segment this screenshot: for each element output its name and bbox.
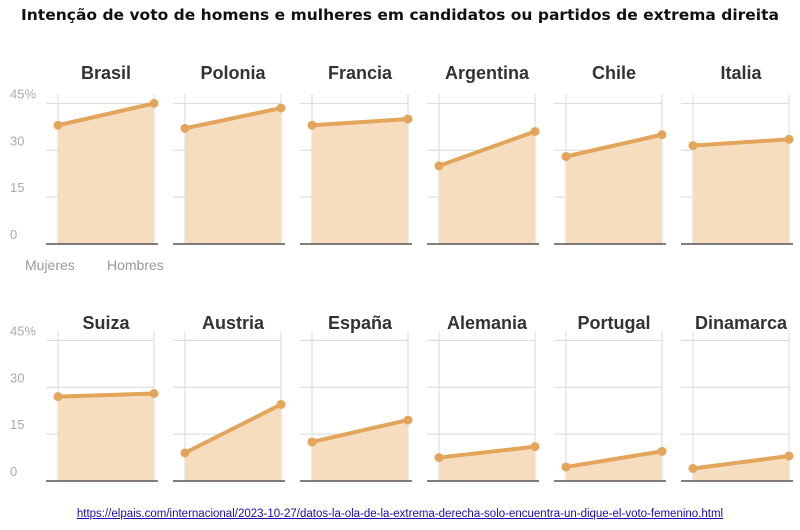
series-line	[564, 449, 664, 469]
y-tick-label: 45%	[10, 323, 36, 338]
y-tick-label: 30	[10, 133, 24, 148]
y-tick-label: 15	[10, 417, 24, 432]
area-fill	[312, 420, 408, 481]
series-line	[56, 101, 156, 128]
series-line	[691, 454, 791, 471]
panel-title: Francia	[328, 63, 393, 83]
point-mujeres	[434, 453, 444, 463]
area-fill	[693, 139, 789, 244]
area-fill	[566, 451, 662, 481]
area-fill	[58, 393, 154, 481]
panel-title: Austria	[202, 313, 265, 333]
panel-title: Brasil	[81, 63, 131, 83]
point-mujeres	[561, 152, 571, 161]
series-line	[56, 391, 156, 399]
point-hombres	[403, 415, 413, 425]
x-category-label: Mujeres	[25, 257, 75, 273]
point-mujeres	[561, 462, 571, 472]
panel-title: Chile	[592, 63, 636, 83]
point-mujeres	[53, 392, 63, 402]
y-tick-label: 0	[10, 464, 17, 479]
panel-title: Dinamarca	[695, 313, 788, 333]
area-fill	[439, 131, 535, 244]
point-mujeres	[307, 120, 317, 130]
point-hombres	[530, 127, 540, 136]
panel-title: Alemania	[447, 313, 528, 333]
point-hombres	[784, 451, 794, 461]
point-hombres	[149, 98, 159, 108]
area-fill	[185, 108, 281, 244]
point-mujeres	[434, 161, 444, 171]
panel-title: Suiza	[82, 313, 130, 333]
y-tick-label: 15	[10, 180, 24, 195]
point-mujeres	[688, 464, 698, 473]
series-line	[691, 137, 791, 148]
point-hombres	[530, 442, 540, 452]
series-line	[437, 444, 537, 460]
panel-title: Argentina	[445, 63, 530, 83]
series-line	[437, 129, 537, 168]
point-hombres	[276, 399, 286, 409]
series-line	[310, 418, 410, 444]
y-tick-label: 30	[10, 370, 24, 385]
point-mujeres	[688, 141, 698, 151]
panel-title: Portugal	[577, 313, 650, 333]
point-hombres	[657, 446, 667, 456]
point-mujeres	[307, 437, 317, 447]
area-fill	[58, 103, 154, 244]
x-category-label: Hombres	[107, 257, 164, 273]
series-line	[183, 402, 283, 455]
source-link[interactable]: https://elpais.com/internacional/2023-10…	[76, 508, 724, 520]
point-mujeres	[180, 123, 190, 133]
point-hombres	[403, 114, 413, 124]
panel-title: Polonia	[200, 63, 266, 83]
area-fill	[566, 134, 662, 244]
area-fill	[185, 404, 281, 481]
point-hombres	[784, 134, 794, 144]
y-tick-label: 0	[10, 227, 17, 242]
series-line	[310, 117, 410, 128]
series-line	[564, 132, 664, 159]
point-hombres	[276, 103, 286, 113]
area-fill	[312, 119, 408, 244]
point-hombres	[657, 130, 667, 140]
point-mujeres	[53, 120, 63, 130]
point-mujeres	[180, 448, 190, 458]
y-tick-label: 45%	[10, 86, 36, 101]
chart-title: Intenção de voto de homens e mulheres em…	[21, 6, 779, 24]
panel-title: España	[328, 313, 393, 333]
panel-title: Italia	[720, 63, 762, 83]
area-fill	[693, 456, 789, 481]
point-hombres	[149, 389, 159, 398]
series-line	[183, 106, 283, 131]
